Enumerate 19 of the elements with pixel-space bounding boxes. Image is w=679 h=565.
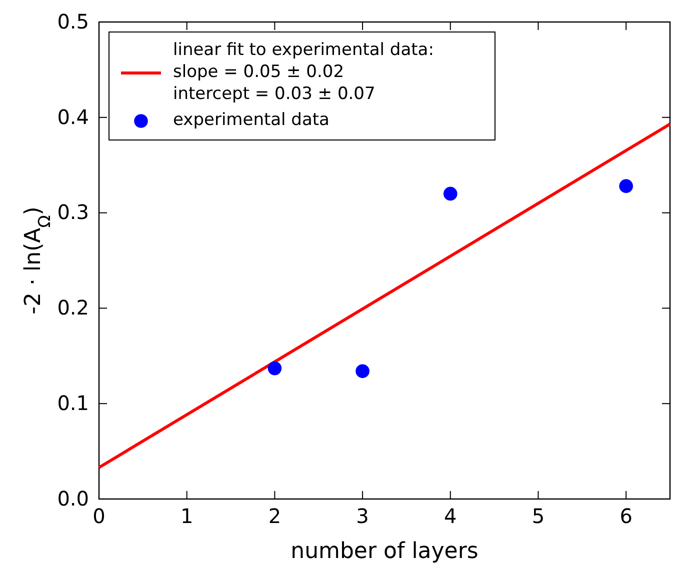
point [619, 179, 633, 193]
x-tick-label: 1 [180, 504, 194, 528]
x-tick-label: 0 [92, 504, 106, 528]
y-tick-label: 0.0 [57, 486, 89, 510]
y-tick-label: 0.2 [57, 296, 89, 320]
x-tick-label: 2 [268, 504, 282, 528]
x-tick-label: 5 [532, 504, 545, 528]
y-tick-label: 0.3 [57, 200, 89, 224]
legend-label: experimental data [173, 110, 330, 130]
point [356, 364, 370, 378]
x-tick-label: 4 [444, 504, 457, 528]
x-tick-label: 3 [356, 504, 369, 528]
y-tick-label: 0.4 [57, 104, 89, 129]
point [268, 361, 282, 376]
x-tick-label: 6 [620, 504, 632, 528]
x-axis-title: number of layers [290, 539, 478, 564]
y-tick-label: 0.5 [57, 9, 89, 34]
y-tick-label: 0.1 [57, 391, 89, 415]
point [443, 186, 458, 201]
